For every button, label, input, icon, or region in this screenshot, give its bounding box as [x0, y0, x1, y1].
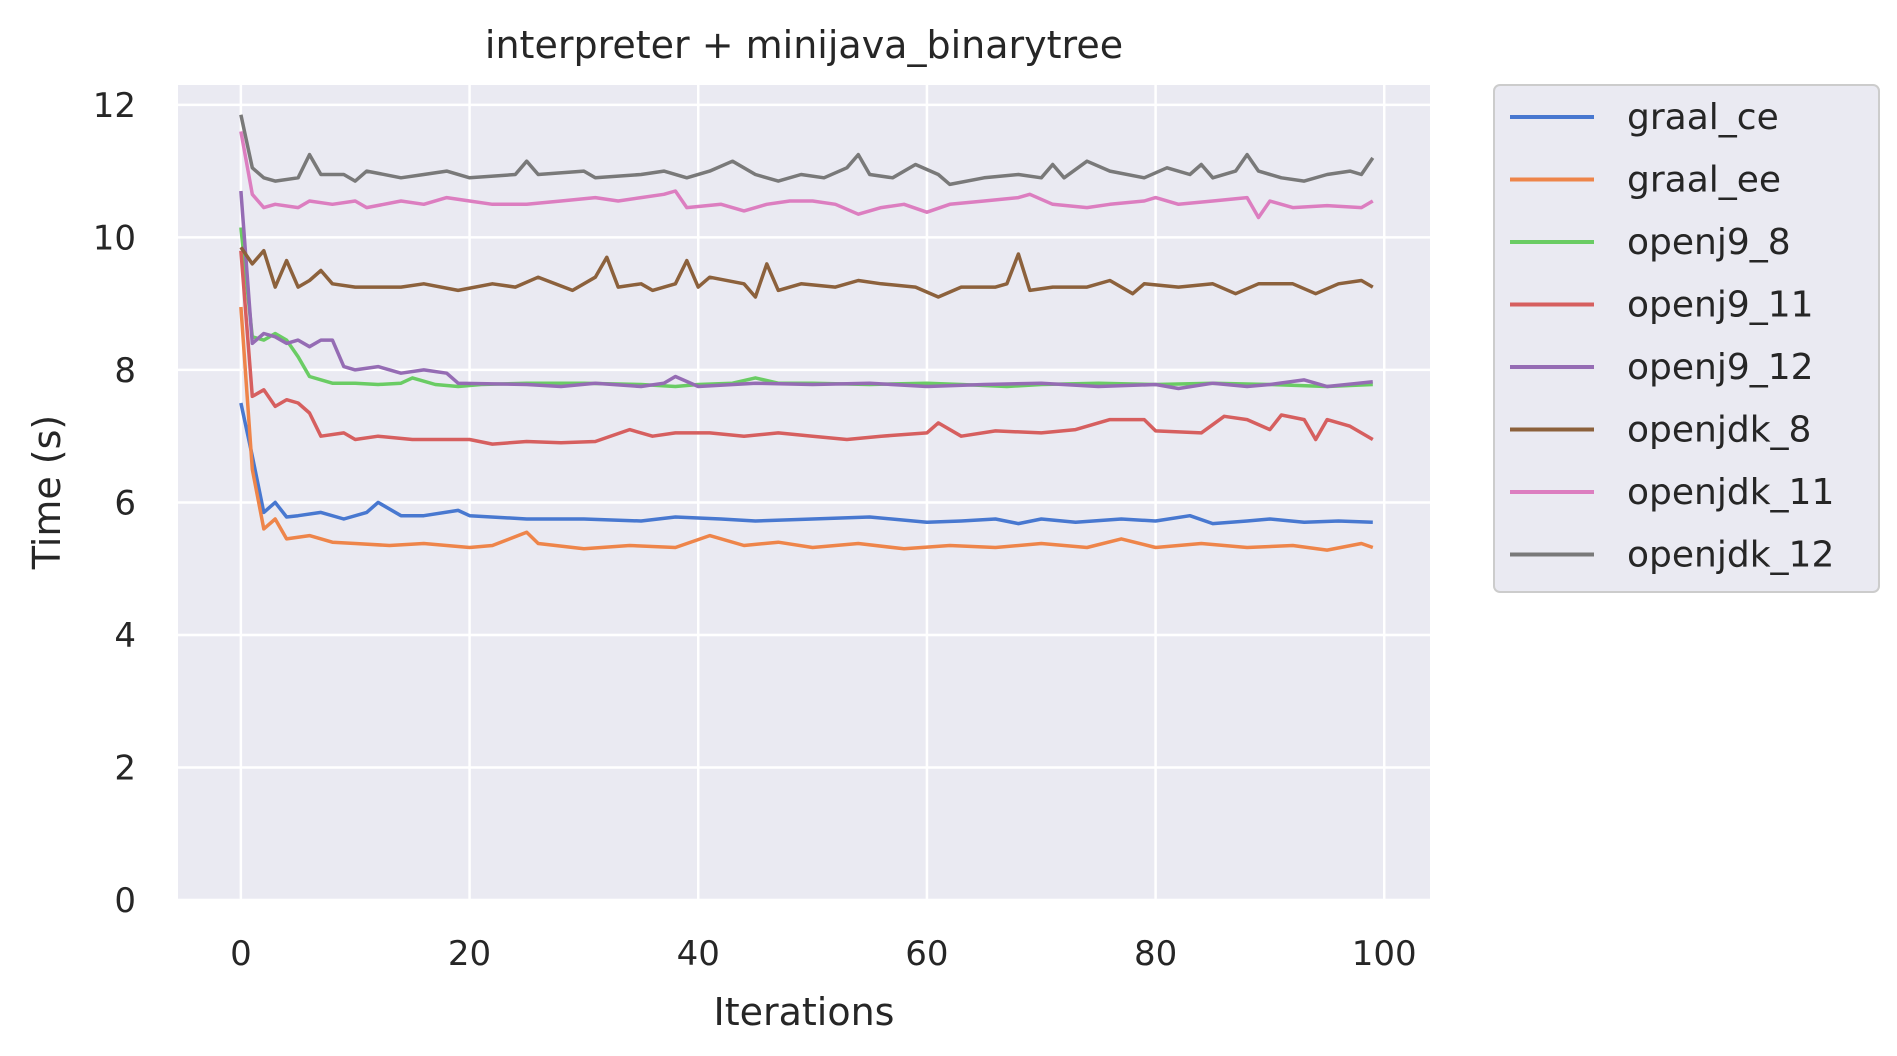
- grid-lines: [178, 85, 1430, 902]
- legend-label: graal_ce: [1627, 97, 1779, 138]
- legend-item: openj9_11: [1510, 285, 1814, 326]
- x-tick-label: 80: [1134, 934, 1177, 974]
- legend-item: openjdk_12: [1510, 535, 1834, 576]
- legend-label: openjdk_8: [1627, 410, 1811, 451]
- y-tick-label: 2: [114, 748, 136, 788]
- y-tick-labels: 0 2 4 6 8 10 12: [93, 86, 136, 921]
- y-tick-label: 6: [114, 483, 136, 523]
- series-line-graal_ce: [239, 402, 1373, 526]
- x-tick-label: 60: [905, 934, 948, 974]
- legend-item: openjdk_11: [1510, 472, 1834, 513]
- legend-label: openj9_11: [1627, 285, 1814, 326]
- x-tick-labels: 0 20 40 60 80 100: [230, 934, 1417, 974]
- legend-label: openj9_12: [1627, 347, 1814, 388]
- y-axis-label: Time (s): [25, 415, 69, 571]
- series-line-openjdk_8: [239, 246, 1374, 299]
- y-tick-label: 12: [93, 86, 136, 126]
- y-tick-label: 0: [114, 881, 136, 921]
- series-line-graal_ee: [239, 306, 1374, 552]
- legend-label: openjdk_12: [1627, 535, 1834, 576]
- x-axis-label: Iterations: [714, 990, 895, 1034]
- legend-items: graal_ce graal_ee openj9_8 openj9_11 openj9_…: [1510, 97, 1834, 576]
- legend: graal_ce graal_ee openj9_8 openj9_11 openj9_…: [1493, 84, 1880, 593]
- legend-label: graal_ee: [1627, 160, 1781, 201]
- y-tick-label: 8: [114, 351, 136, 391]
- series-lines: [239, 114, 1375, 552]
- legend-item: openj9_8: [1510, 222, 1791, 263]
- legend-item: openjdk_8: [1510, 410, 1811, 451]
- y-tick-label: 4: [114, 616, 136, 656]
- x-tick-label: 0: [230, 934, 252, 974]
- legend-item: graal_ee: [1510, 160, 1781, 201]
- chart-title: interpreter + minijava_binarytree: [485, 23, 1123, 67]
- x-tick-label: 40: [677, 934, 720, 974]
- legend-box: [1493, 84, 1880, 593]
- y-tick-label: 10: [93, 218, 136, 258]
- legend-item: graal_ce: [1510, 97, 1779, 138]
- x-tick-label: 20: [448, 934, 491, 974]
- x-tick-label: 100: [1352, 934, 1417, 974]
- legend-item: openj9_12: [1510, 347, 1814, 388]
- series-line-openj9_11: [239, 250, 1374, 446]
- series-line-openj9_12: [239, 190, 1373, 391]
- legend-label: openj9_8: [1627, 222, 1791, 263]
- plot-background: [178, 85, 1430, 900]
- legend-label: openjdk_11: [1627, 472, 1834, 513]
- series-line-openjdk_11: [239, 131, 1374, 220]
- series-line-openjdk_12: [239, 114, 1375, 187]
